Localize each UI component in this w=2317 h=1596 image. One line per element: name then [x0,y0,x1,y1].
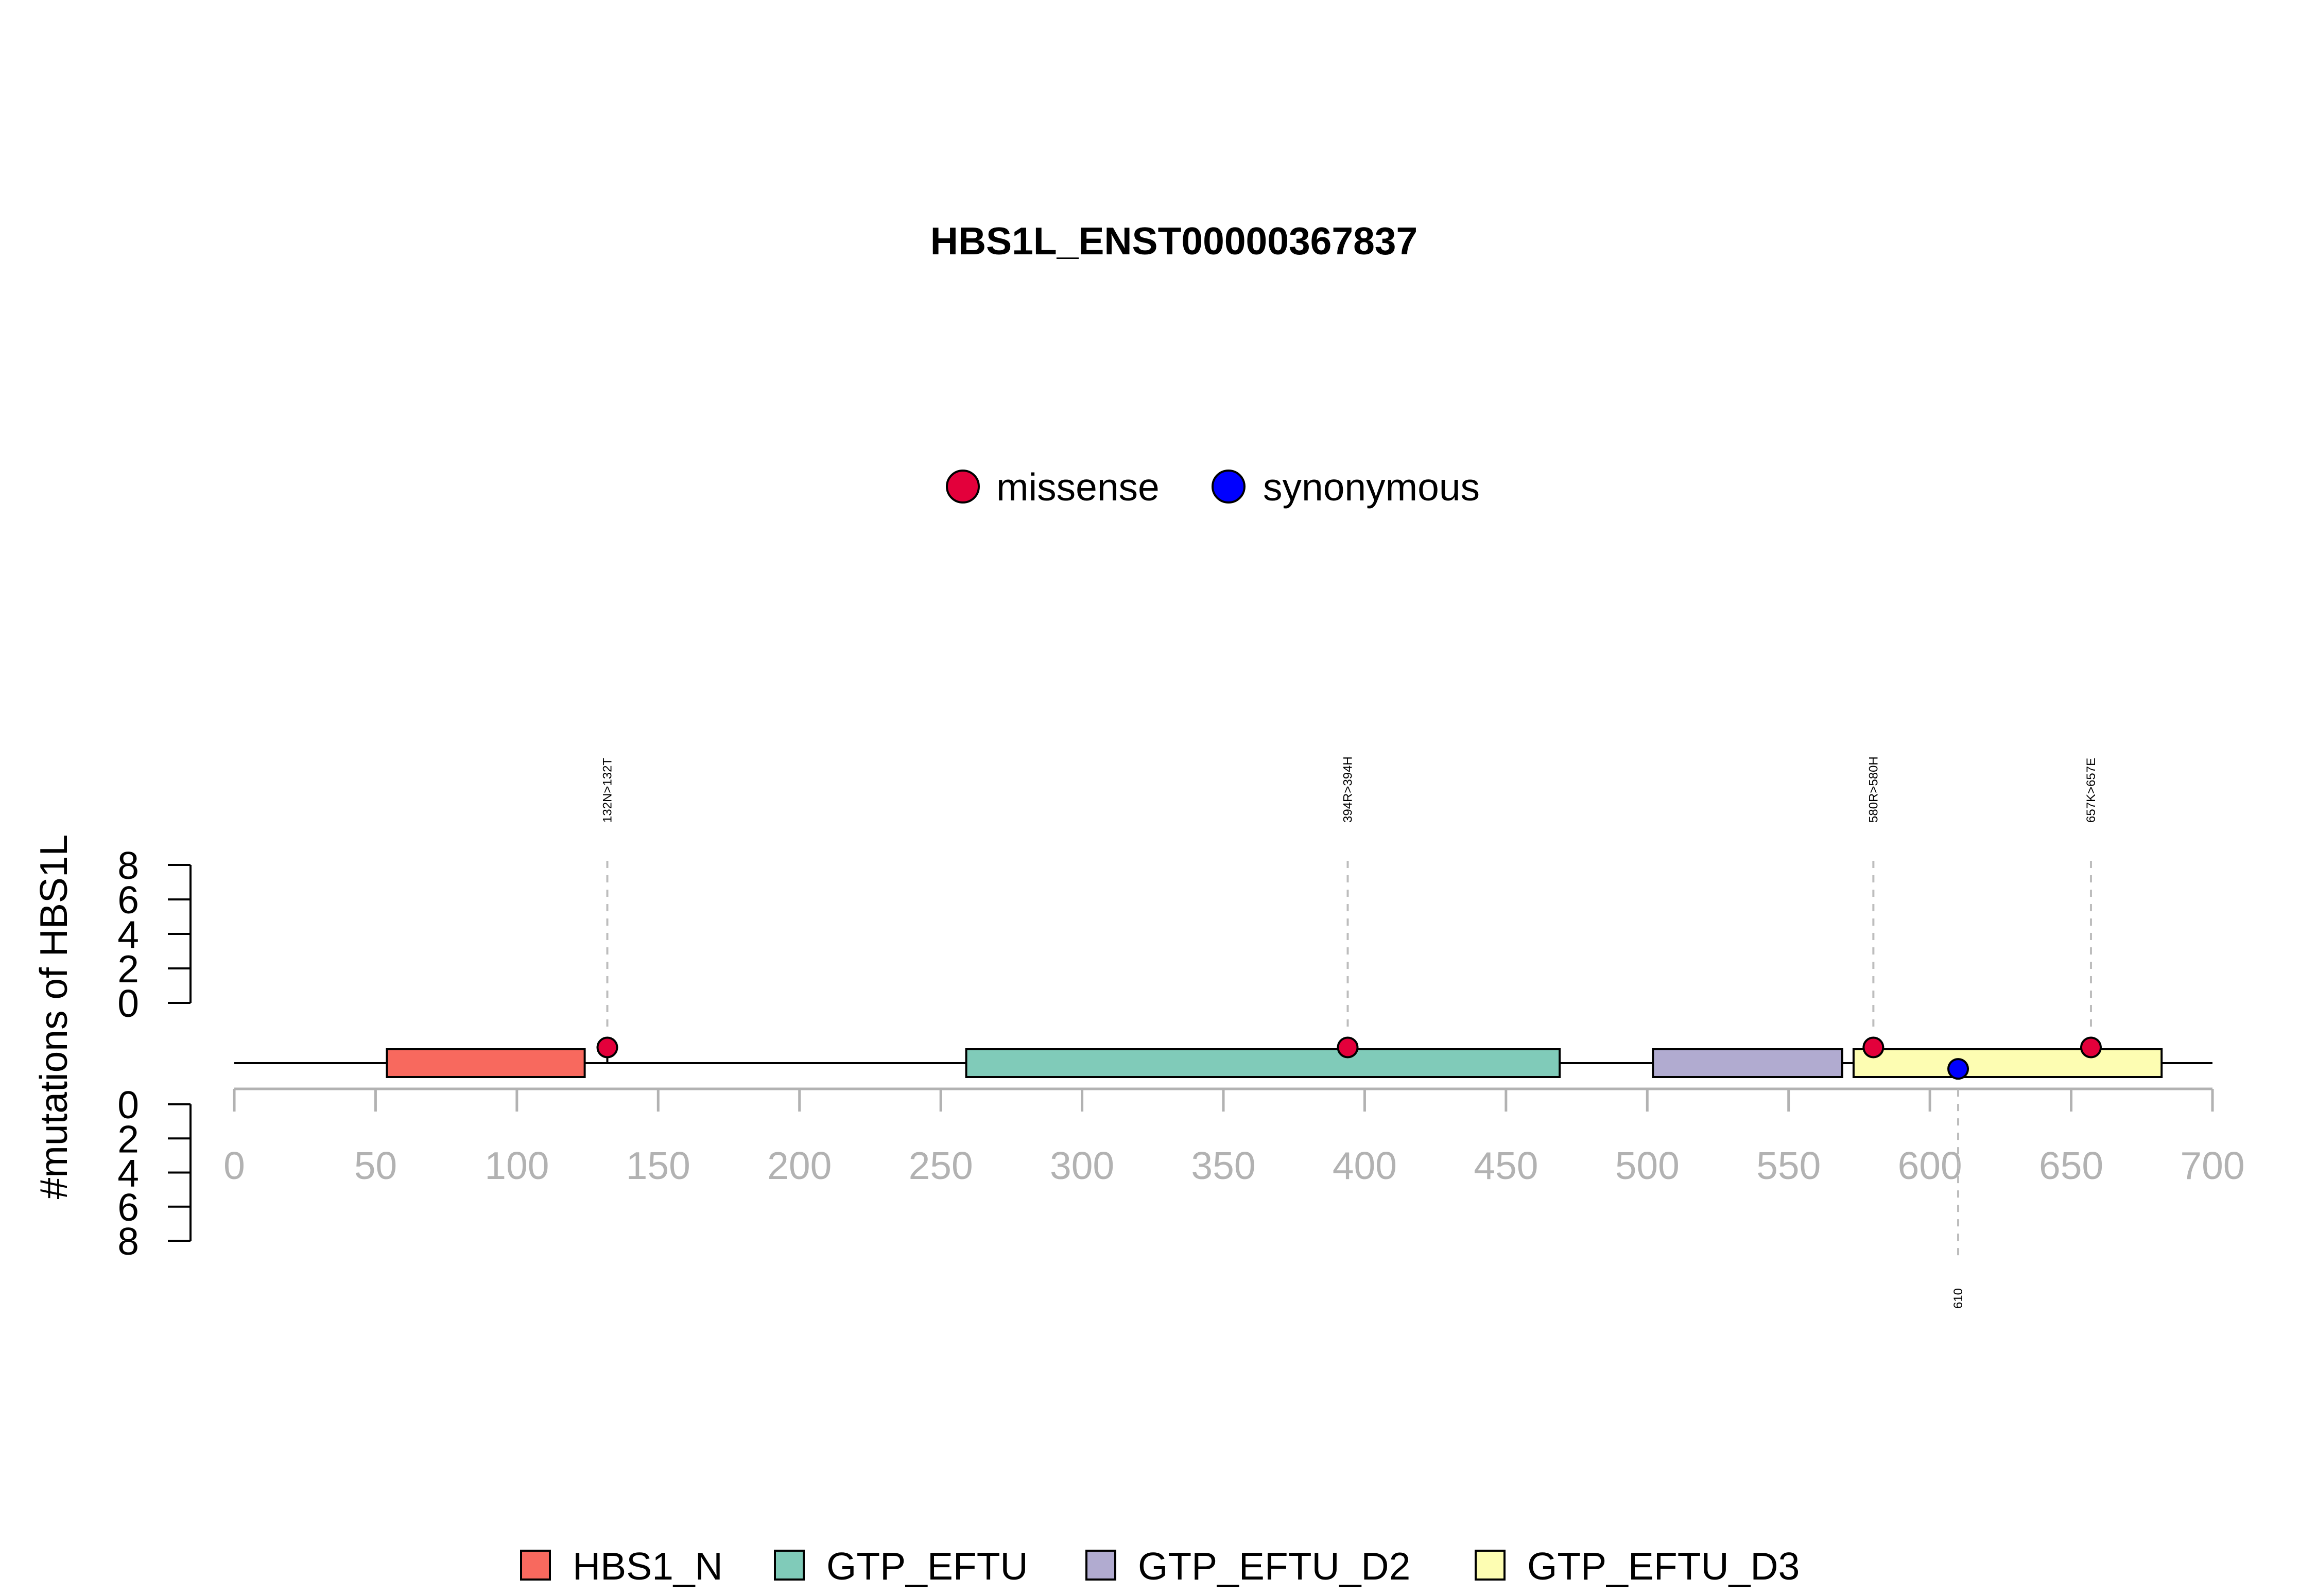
lower-y-axis-tick-label: 6 [117,1186,139,1229]
x-tick-label: 250 [909,1144,973,1187]
mutation-label: 580R>580H [1866,756,1880,823]
mutation-head [1862,1036,1884,1059]
x-tick-label: 450 [1474,1144,1538,1187]
lower-y-axis-tick-label: 4 [117,1152,139,1195]
mutation-type-legend: missense synonymous [946,465,1480,509]
x-tick-label: 50 [354,1144,397,1187]
domain-legend-label-GTP_EFTU_D2: GTP_EFTU_D2 [1138,1545,1410,1588]
domain-legend-label-GTP_EFTU: GTP_EFTU [826,1545,1028,1588]
domain-GTP_EFTU [965,1048,1561,1078]
mutation-label: 132N>132T [600,758,614,823]
domain-GTP_EFTU_D3 [1852,1048,2163,1078]
mutation-label: 610 [1951,1288,1965,1309]
mutation-label: 657K>657E [2084,758,2098,823]
lower-y-axis-tick-label: 8 [117,1220,139,1263]
upper-y-axis-tick-label: 4 [117,913,139,956]
legend-marker-synonymous [1212,470,1246,504]
x-axis: 0 50 100 150 200 250 300 350 400 450 500 550 600 650 7… [223,1087,2245,1187]
upper-y-axis-tick-label: 6 [117,878,139,922]
legend-marker-missense [946,470,980,504]
domain-legend-swatch-GTP_EFTU_D3 [1475,1550,1506,1581]
domain-HBS1_N [386,1048,586,1078]
x-tick-label: 700 [2180,1144,2244,1187]
mutation-head [1337,1036,1359,1059]
domain-legend-label-GTP_EFTU_D3: GTP_EFTU_D3 [1527,1545,1800,1588]
domain-legend: HBS1_N GTP_EFTU GTP_EFTU_D2 GTP_EFTU_D3 [520,1545,1800,1588]
legend-label-synonymous: synonymous [1263,465,1480,509]
x-tick-label: 650 [2039,1144,2103,1187]
upper-y-axis-tick-label: 0 [117,982,139,1025]
lollipop-heads [596,1036,2102,1080]
x-tick-label: 550 [1756,1144,1821,1187]
domain-legend-swatch-HBS1_N [520,1550,551,1581]
lollipop-group: 132N>132T 394R>394H 580R>580H 657K>657E 610 [600,756,2098,1309]
x-tick-label: 300 [1050,1144,1114,1187]
mutation-head [596,1036,618,1059]
chart-title: HBS1L_ENST00000367837 [930,219,1417,263]
x-tick-label: 600 [1898,1144,1962,1187]
x-tick-label: 150 [626,1144,690,1187]
upper-y-axis-tick-label: 8 [117,844,139,887]
domain-GTP_EFTU_D2 [1652,1048,1843,1078]
legend-label-missense: missense [996,465,1160,509]
domain-legend-swatch-GTP_EFTU_D2 [1085,1550,1116,1581]
x-tick-label: 350 [1191,1144,1255,1187]
y-axis-label: #mutations of HBS1L [32,835,75,1200]
lower-y-axis-tick-label: 2 [117,1117,139,1160]
lower-y-axis-tick-label: 0 [117,1083,139,1126]
x-tick-label: 100 [485,1144,549,1187]
upper-y-axis-tick-label: 2 [117,947,139,991]
x-tick-label: 400 [1333,1144,1397,1187]
mutation-label: 394R>394H [1341,756,1355,823]
domain-legend-label-HBS1_N: HBS1_N [573,1545,723,1588]
x-tick-label: 500 [1615,1144,1680,1187]
mutation-head [1947,1058,1969,1080]
x-tick-label: 200 [767,1144,832,1187]
domain-group [386,1048,2163,1078]
x-tick-label: 0 [223,1144,245,1187]
mutation-head [2080,1036,2102,1059]
domain-legend-swatch-GTP_EFTU [774,1550,805,1581]
